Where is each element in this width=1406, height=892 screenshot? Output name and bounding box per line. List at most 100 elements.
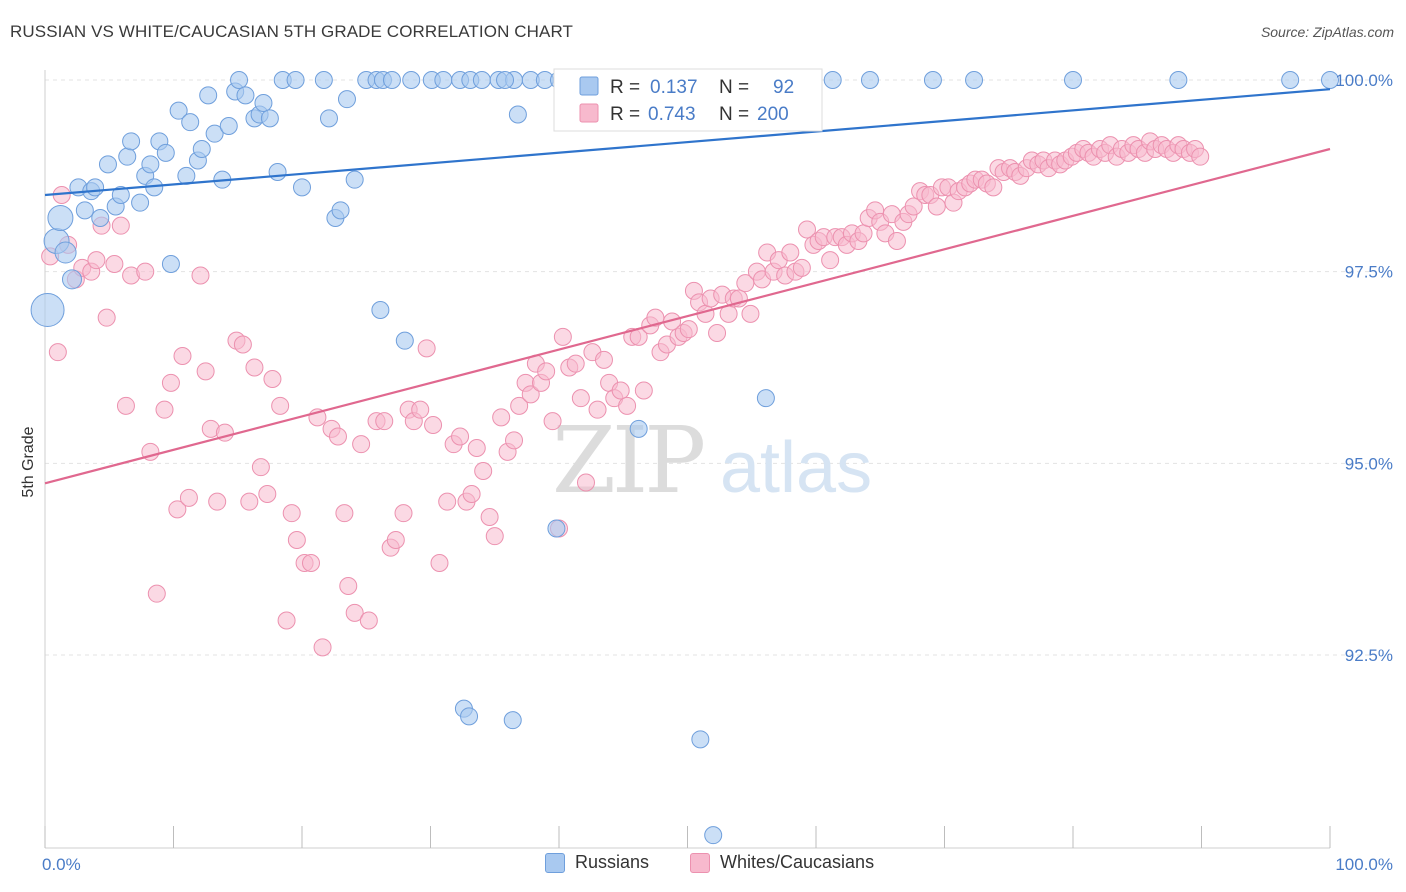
watermark-atlas: atlas [720, 428, 872, 508]
russians-point-77 [1169, 71, 1188, 89]
russians-point-4 [61, 269, 82, 290]
whites-point-84 [576, 473, 595, 492]
whites-point-80 [553, 327, 572, 346]
whites-point-52 [386, 531, 405, 549]
russians-point-43 [319, 109, 338, 128]
whites-point-34 [271, 396, 290, 415]
whites-point-72 [510, 396, 529, 415]
russians-point-78 [1281, 71, 1300, 89]
series-whites [41, 132, 1210, 657]
whites-point-94 [634, 381, 653, 400]
russians-point-28 [205, 124, 224, 143]
russians-point-90 [704, 826, 723, 845]
legend-swatch-russians [579, 76, 599, 96]
russians-point-41 [286, 71, 305, 89]
russians-point-24 [181, 113, 200, 132]
russians-point-54 [434, 71, 453, 89]
whites-point-14 [136, 262, 155, 281]
russians-point-22 [169, 101, 188, 120]
russians-point-84 [503, 711, 522, 730]
whites-point-17 [155, 400, 174, 419]
whites-point-33 [263, 370, 282, 388]
watermark: ZIP atlas [552, 407, 872, 514]
russians-point-79 [1321, 71, 1339, 89]
tick-labels: 92.5% 95.0% 97.5% 100.0% 0.0% 100.0% [42, 71, 1393, 874]
whites-point-66 [474, 462, 493, 480]
x-tick-label-0: 0.0% [42, 855, 81, 874]
whites-point-107 [708, 324, 727, 342]
russians-point-75 [965, 71, 984, 89]
whites-point-91 [618, 396, 637, 415]
russians-point-17 [141, 155, 160, 174]
whites-point-46 [345, 603, 364, 622]
whites-point-74 [521, 385, 540, 404]
whites-point-58 [424, 416, 443, 434]
russians-point-26 [192, 140, 211, 158]
whites-point-69 [492, 408, 511, 427]
whites-point-133 [854, 224, 873, 243]
y-tick-label-3: 100.0% [1335, 71, 1393, 90]
whites-point-19 [168, 500, 187, 519]
whites-point-60 [438, 492, 457, 511]
whites-point-31 [251, 458, 270, 477]
russians-point-87 [547, 519, 566, 538]
legend-n-label-1: N = [719, 77, 749, 98]
y-tick-label-2: 97.5% [1345, 263, 1393, 282]
whites-point-65 [467, 439, 486, 457]
russians-point-38 [268, 163, 287, 181]
russians-point-8 [86, 178, 105, 197]
whites-point-35 [277, 611, 296, 630]
russians-point-9 [91, 209, 110, 227]
whites-point-18 [161, 373, 180, 392]
whites-point-71 [505, 431, 524, 450]
russians-point-12 [111, 186, 130, 204]
whites-point-41 [313, 638, 332, 657]
whites-point-22 [191, 266, 210, 285]
russians-point-46 [337, 90, 356, 109]
whites-point-146 [927, 197, 946, 216]
legend-r-label-1: R = [610, 77, 640, 98]
whites-point-127 [821, 251, 840, 270]
whites-point-16 [147, 584, 166, 603]
russians-point-83 [460, 707, 479, 726]
whites-point-10 [105, 255, 124, 273]
whites-point-67 [480, 508, 499, 526]
legend-swatch-whites [579, 103, 599, 123]
whites-point-82 [566, 354, 585, 373]
legend-n-value-2: 200 [757, 104, 789, 125]
trend-line-russians [44, 88, 1331, 197]
russians-point-2 [47, 205, 74, 231]
whites-point-86 [588, 400, 607, 419]
russians-point-73 [860, 71, 879, 89]
russians-point-86 [508, 105, 527, 124]
whites-point-37 [287, 531, 306, 549]
axes [44, 70, 1331, 849]
russians-point-20 [156, 143, 175, 162]
whites-point-29 [240, 492, 259, 511]
russians-point-30 [219, 117, 238, 135]
whites-point-9 [97, 308, 116, 327]
trend-lines [44, 88, 1331, 485]
whites-point-11 [111, 216, 130, 235]
russians-point-40 [293, 178, 311, 197]
legend-r-value-1: 0.137 [650, 77, 698, 98]
russians-point-81 [395, 331, 414, 350]
whites-point-83 [571, 389, 590, 408]
russians-point-32 [230, 71, 249, 89]
whites-point-96 [646, 308, 665, 327]
russians-point-36 [254, 94, 273, 112]
whites-point-87 [594, 350, 613, 369]
russians-point-76 [1064, 71, 1082, 89]
russians-point-89 [691, 730, 710, 749]
whites-point-68 [485, 527, 504, 546]
russians-point-57 [472, 71, 491, 89]
legend-item-russians: Russians [545, 852, 649, 873]
whites-point-113 [741, 304, 760, 323]
whites-point-193 [1191, 147, 1210, 166]
whites-point-36 [282, 504, 301, 523]
whites-point-53 [394, 504, 413, 523]
whites-point-23 [196, 362, 215, 381]
russians-point-52 [402, 71, 421, 89]
russians-point-10 [98, 155, 117, 174]
